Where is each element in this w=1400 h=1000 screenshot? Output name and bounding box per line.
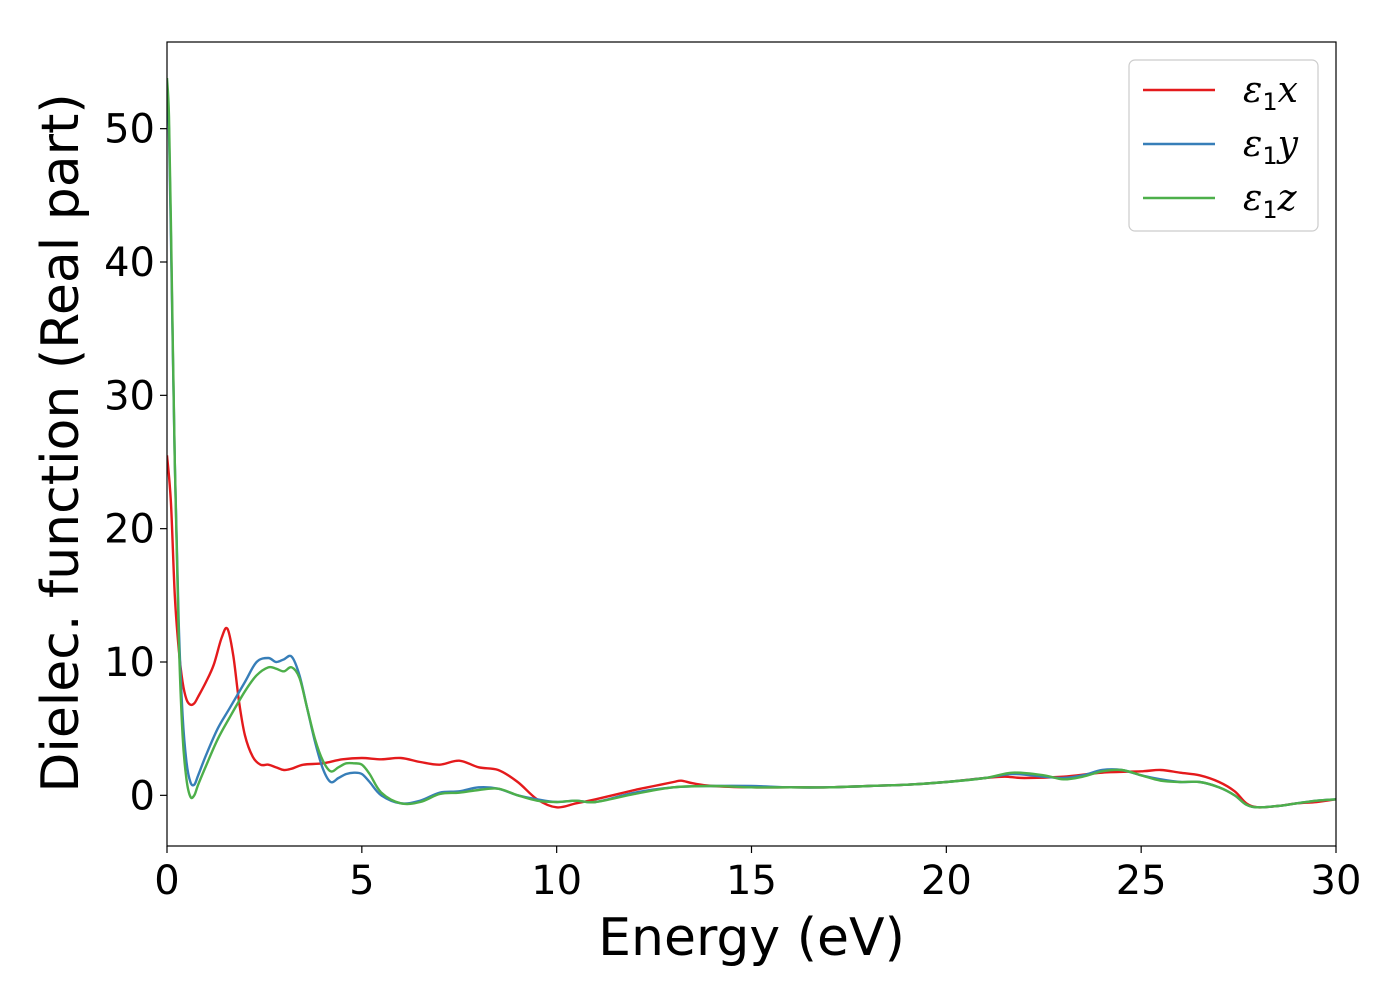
x-tick-label: 25 (1116, 858, 1167, 904)
y-axis-label: Dielec. function (Real part) (31, 93, 91, 792)
series-line-x (167, 455, 1336, 809)
ticks: 0 5 10 15 20 25 30 0 10 20 30 40 50 (104, 107, 1361, 904)
legend-box (1128, 59, 1319, 232)
series-line-z (167, 77, 1336, 809)
y-tick-label: 30 (104, 373, 155, 419)
x-tick-label: 20 (921, 858, 972, 904)
y-tick-label: 50 (104, 107, 155, 153)
plot-area (167, 77, 1336, 809)
legend-label-x: ε1x (1243, 70, 1298, 116)
x-tick-label: 30 (1311, 858, 1362, 904)
legend-label-z: ε1z (1243, 178, 1298, 224)
y-tick-label: 0 (130, 773, 155, 819)
x-tick-label: 15 (726, 858, 777, 904)
x-tick-label: 5 (349, 858, 374, 904)
y-tick-label: 10 (104, 640, 155, 686)
legend-label-y: ε1y (1243, 124, 1299, 170)
x-tick-label: 0 (154, 858, 179, 904)
x-axis-label: Energy (eV) (598, 908, 905, 968)
legend: ε1x ε1y ε1z (1128, 59, 1319, 232)
y-tick-label: 20 (104, 507, 155, 553)
x-tick-label: 10 (531, 858, 582, 904)
y-tick-label: 40 (104, 240, 155, 286)
